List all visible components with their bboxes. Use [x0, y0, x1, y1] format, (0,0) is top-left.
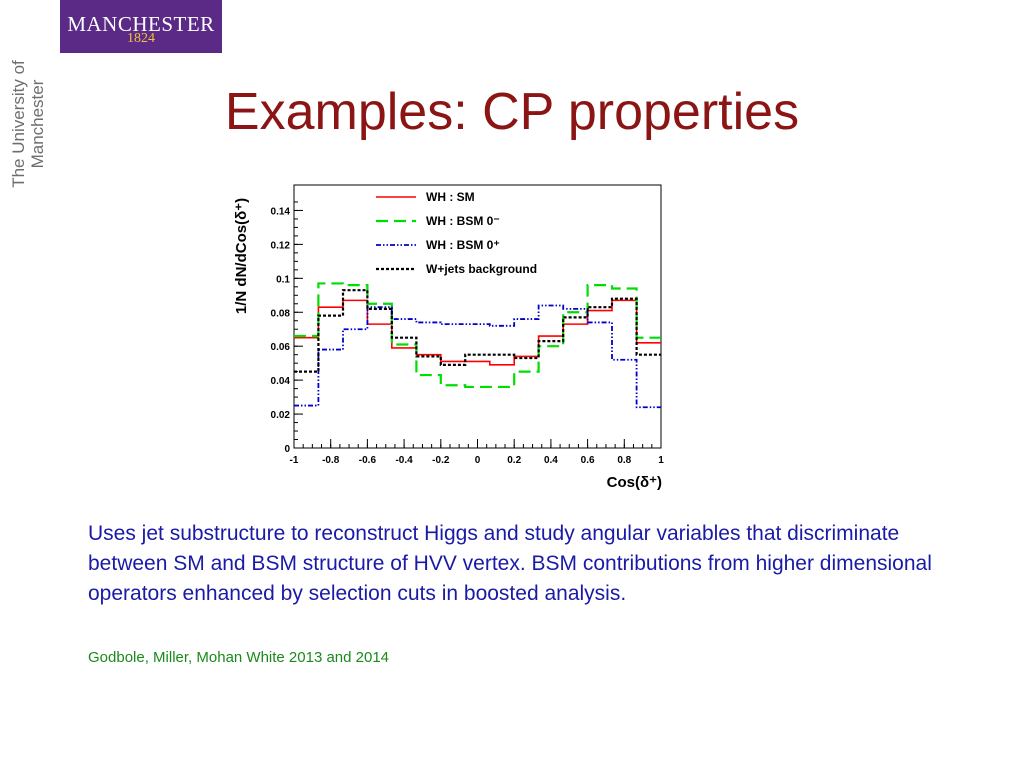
- slide-title: Examples: CP properties: [224, 83, 800, 141]
- y-tick-label: 0.02: [271, 410, 291, 421]
- x-tick-label: 0.4: [544, 455, 558, 466]
- x-tick-label: -0.2: [432, 455, 450, 466]
- series-line-0: [294, 299, 661, 366]
- x-tick-label: -0.8: [322, 455, 340, 466]
- y-tick-label: 0.08: [271, 308, 291, 319]
- legend-label: WH : BSM 0⁺: [426, 238, 500, 252]
- logo-year: 1824: [127, 31, 155, 46]
- x-tick-label: -1: [290, 455, 299, 466]
- series-layer: [294, 282, 661, 409]
- legend-label: W+jets background: [426, 262, 537, 276]
- y-tick-label: 0.1: [276, 274, 290, 285]
- x-tick-label: -0.6: [359, 455, 377, 466]
- series-line-3: [294, 289, 661, 373]
- legend: WH : SM WH : BSM 0⁻ WH : BSM 0⁺ W+jets back…: [376, 190, 537, 276]
- y-tick-label: 0.04: [271, 376, 291, 387]
- x-axis-label: Cos(δ⁺): [607, 474, 662, 491]
- y-axis-label: 1/N dN/dCos(δ⁺): [233, 198, 250, 314]
- x-tick-label: 0.2: [507, 455, 521, 466]
- x-tick-label: 0: [475, 455, 481, 466]
- x-tick-label: 1: [658, 455, 664, 466]
- y-tick-label: 0.06: [271, 342, 291, 353]
- legend-label: WH : SM: [426, 190, 475, 204]
- university-logo: MANCHESTER 1824: [60, 0, 222, 53]
- logo-name: MANCHESTER: [67, 12, 215, 36]
- y-tick-label: 0.12: [271, 240, 291, 251]
- citation: Godbole, Miller, Mohan White 2013 and 20…: [88, 649, 390, 666]
- histogram-chart: 00.020.040.060.080.10.120.14 -1 -0.8 -0.6-…: [233, 184, 664, 491]
- x-tick-label: 0.6: [581, 455, 595, 466]
- y-tick-label: 0: [284, 444, 290, 455]
- series-line-2: [294, 304, 661, 409]
- legend-label: WH : BSM 0⁻: [426, 214, 500, 228]
- y-axis: 0 0.02 0.04 0.06 0.08 0.1 0.12 0.14: [271, 201, 303, 455]
- x-tick-label: -0.4: [395, 455, 413, 466]
- x-tick-label: 0.8: [617, 455, 631, 466]
- y-tick-label: 0.14: [271, 206, 291, 217]
- x-axis: -1 -0.8 -0.6 -0.4 -0.2 0 0.2 0.4 0.6 0.8 1: [290, 439, 664, 466]
- series-line-1: [294, 282, 661, 389]
- slide-body-text: Uses jet substructure to reconstruct Hig…: [88, 522, 932, 605]
